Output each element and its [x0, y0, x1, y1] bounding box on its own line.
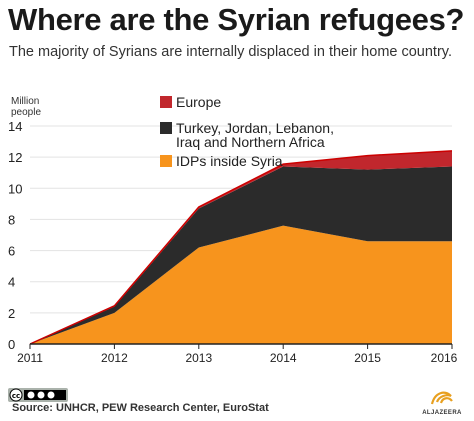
x-tick-label: 2011 [17, 351, 43, 365]
aljazeera-logo: ALJAZEERA [422, 388, 462, 416]
svg-text:cc: cc [12, 392, 20, 400]
legend: Europe Turkey, Jordan, Lebanon, Iraq and N… [160, 94, 334, 169]
x-tick-label: 2013 [185, 351, 212, 365]
x-tick-label: 2016 [431, 351, 458, 365]
y-tick-label: 0 [8, 337, 15, 352]
area-idps-inside-syria [30, 225, 452, 344]
area-neighbouring-countries [30, 166, 452, 344]
chart-subtitle: The majority of Syrians are internally d… [9, 44, 452, 60]
creative-commons-icon: cc [8, 388, 68, 402]
x-tick-label: 2012 [101, 351, 128, 365]
aljazeera-logo-icon [430, 391, 453, 405]
legend-label: IDPs inside Syria [176, 153, 283, 169]
x-tick-label: 2015 [354, 351, 381, 365]
chart-title: Where are the Syrian refugees? [8, 2, 465, 37]
legend-swatch-neighbours [160, 122, 172, 134]
legend-label: Europe [176, 94, 221, 110]
legend-swatch-europe [160, 155, 172, 167]
x-tick-label: 2014 [270, 351, 297, 365]
y-tick-label: 12 [8, 150, 22, 165]
y-tick-label: 4 [8, 275, 15, 290]
y-tick-label: 6 [8, 244, 15, 259]
legend-label: Turkey, Jordan, Lebanon, Iraq and Norther… [176, 120, 334, 150]
x-axis: 2011 2012 2013 2014 2015 2016 [17, 343, 458, 365]
legend-swatch-idps [160, 96, 172, 108]
source-note: Source: UNHCR, PEW Research Center, Euro… [12, 402, 269, 414]
logo-text: ALJAZEERA [422, 410, 462, 416]
area-series [29, 150, 453, 345]
total-outline [29, 150, 453, 345]
area-chart: 2011 2012 2013 2014 2015 2016 0 2 4 6 8 10 12 14Mill… [8, 94, 458, 365]
y-tick-label: 10 [8, 181, 22, 196]
y-axis-label: Million people [11, 96, 41, 118]
y-tick-label: 14 [8, 119, 22, 134]
y-tick-label: 8 [8, 212, 15, 227]
footer: cc Source: UNHCR, PEW Research Center, E… [8, 388, 466, 416]
y-tick-label: 2 [8, 306, 15, 321]
